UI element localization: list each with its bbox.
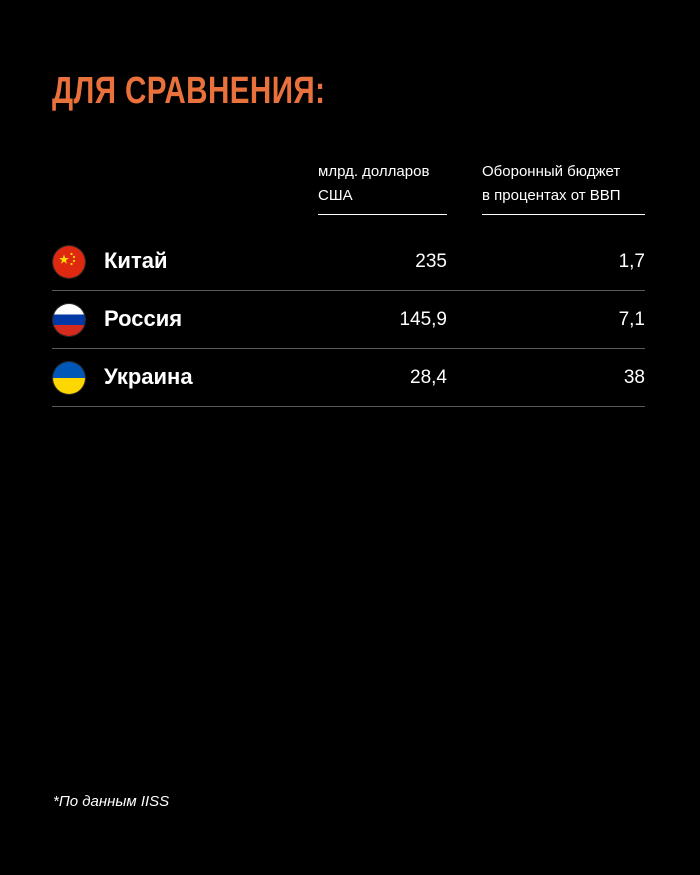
source-footnote: *По данным IISS [53, 793, 170, 810]
ukraine-flag-icon [52, 361, 86, 395]
page-title: ДЛЯ СРАВНЕНИЯ: [52, 70, 326, 112]
column-header-gdp-line1: Оборонный бюджет [482, 163, 621, 180]
value-usd: 145,9 [399, 309, 447, 330]
column-header-usd: млрд. долларов США [318, 160, 447, 215]
column-header-gdp-line2: в процентах от ВВП [482, 187, 621, 204]
column-header-usd-line1: млрд. долларов [318, 163, 430, 180]
value-gdp: 1,7 [618, 251, 645, 272]
value-usd: 235 [415, 251, 447, 272]
column-header-usd-line2: США [318, 187, 353, 204]
table-row-russia: Россия 145,9 7,1 [52, 290, 645, 349]
country-name: Украина [104, 364, 193, 389]
table-row-ukraine: Украина 28,4 38 [52, 348, 645, 407]
russia-flag-icon [52, 303, 86, 337]
value-usd: 28,4 [410, 367, 447, 388]
table-row-china: Китай 235 1,7 [52, 232, 645, 291]
china-flag-icon [52, 245, 86, 279]
country-name: Китай [104, 248, 168, 273]
value-gdp: 7,1 [618, 309, 645, 330]
value-gdp: 38 [623, 367, 645, 388]
column-header-gdp: Оборонный бюджет в процентах от ВВП [482, 160, 645, 215]
country-name: Россия [104, 306, 183, 331]
